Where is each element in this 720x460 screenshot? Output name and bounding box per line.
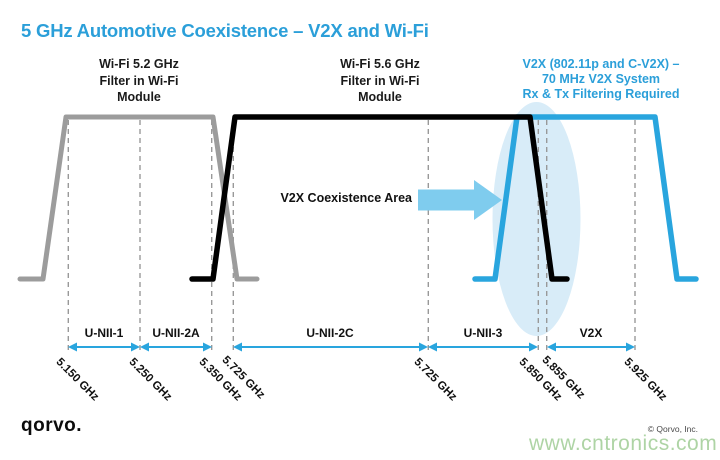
cntronics-watermark: www.cntronics.com [529, 432, 718, 455]
wifi-56-header-line3: Module [358, 90, 402, 104]
wifi-52-filter-curve [17, 114, 260, 282]
wifi-52-header-line3: Module [117, 90, 161, 104]
wifi-52-header-line2: Filter in Wi-Fi [99, 73, 179, 88]
copyright-text: © Qorvo, Inc. [647, 424, 698, 434]
band-range-arrows [68, 342, 635, 352]
wifi-56-filter-header: Wi-Fi 5.6 GHz Filter in Wi-Fi Module [305, 56, 455, 106]
band-label-unii2c: U-NII-2C [306, 326, 354, 340]
v2x-header-line2: 70 MHz V2X System [541, 72, 661, 86]
coexistence-arrow-icon [418, 180, 502, 220]
v2x-header-line1: V2X (802.11p and C-V2X) – [522, 57, 680, 71]
page-title: 5 GHz Automotive Coexistence – V2X and W… [21, 20, 429, 41]
band-arrow-unii2c [233, 342, 428, 352]
wifi-52-filter-header: Wi-Fi 5.2 GHz Filter in Wi-Fi Module [64, 56, 214, 106]
v2x-system-header: V2X (802.11p and C-V2X) – 70 MHz V2X Sys… [506, 57, 696, 102]
band-label-unii2a: U-NII-2A [152, 326, 200, 340]
coexistence-area-label: V2X Coexistence Area [280, 191, 412, 205]
band-arrow-unii3 [428, 342, 538, 352]
band-label-v2x: V2X [579, 326, 603, 340]
wifi-56-header-line1: Wi-Fi 5.6 GHz [340, 57, 420, 71]
band-label-unii3: U-NII-3 [463, 326, 503, 340]
band-arrow-unii2a [140, 342, 212, 352]
qorvo-logo: qorvo. [21, 415, 83, 436]
v2x-header-line3: Rx & Tx Filtering Required [522, 87, 680, 101]
wifi-56-filter-curve [189, 114, 570, 282]
wifi-56-header-line2: Filter in Wi-Fi [340, 73, 420, 88]
band-label-unii1: U-NII-1 [84, 326, 124, 340]
wifi-52-header-line1: Wi-Fi 5.2 GHz [99, 57, 179, 71]
band-arrow-v2x [547, 342, 635, 352]
v2x-filter-curve [472, 114, 699, 282]
band-arrow-unii1 [68, 342, 140, 352]
